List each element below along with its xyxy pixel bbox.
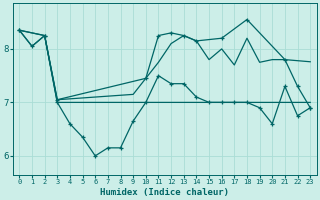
X-axis label: Humidex (Indice chaleur): Humidex (Indice chaleur) [100, 188, 229, 197]
